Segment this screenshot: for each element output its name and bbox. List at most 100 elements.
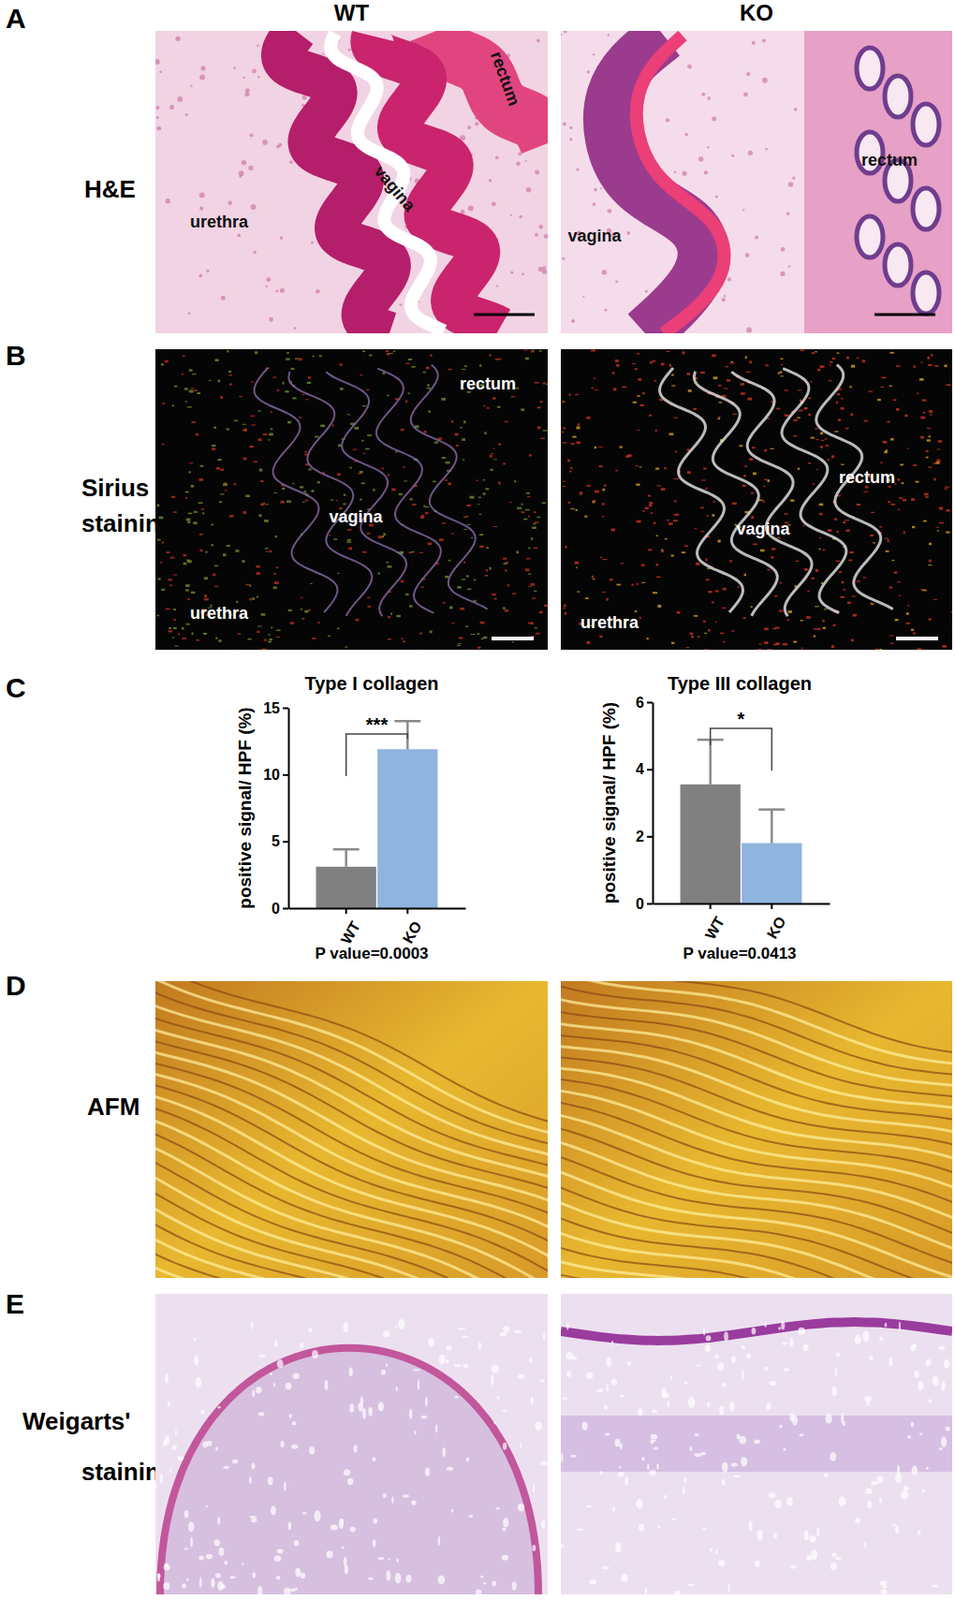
- texture: [215, 1572, 221, 1578]
- fiber-signal: [904, 414, 908, 418]
- sirius-image: [155, 349, 548, 650]
- fibril: [560, 1174, 953, 1279]
- fiber-signal: [945, 509, 950, 513]
- texture: [560, 33, 562, 36]
- texture: [696, 1365, 702, 1367]
- fiber-signal: [449, 605, 454, 609]
- fiber-signal: [747, 397, 752, 401]
- fiber-signal: [478, 497, 482, 499]
- texture: [764, 1366, 768, 1371]
- texture: [783, 1447, 787, 1452]
- texture: [299, 1342, 305, 1349]
- texture: [824, 1413, 832, 1424]
- texture: [439, 1354, 446, 1365]
- texture: [279, 236, 283, 240]
- texture: [808, 1535, 816, 1543]
- fiber-signal: [319, 354, 323, 357]
- fiber-signal: [409, 604, 413, 607]
- fiber-signal: [711, 602, 715, 604]
- fiber-signal: [539, 350, 543, 352]
- tick: 0: [271, 900, 289, 917]
- fiber-signal: [827, 529, 832, 532]
- stroma: [560, 1415, 953, 1472]
- fiber-signal: [636, 352, 640, 354]
- fiber-signal: [216, 467, 221, 471]
- texture: [396, 1557, 399, 1562]
- tick-label: 2: [635, 828, 645, 845]
- fiber-signal: [594, 446, 597, 449]
- fiber-signal: [797, 468, 800, 471]
- texture: [611, 1379, 618, 1386]
- fiber-signal: [301, 394, 305, 396]
- texture: [731, 1463, 738, 1468]
- fibril: [560, 1064, 953, 1171]
- fiber-signal: [477, 632, 481, 635]
- tick-label: 5: [271, 833, 280, 850]
- fiber-signal: [647, 548, 652, 551]
- fiber-signal: [456, 645, 461, 647]
- fiber-signal: [492, 396, 497, 400]
- texture: [822, 1473, 829, 1478]
- fiber-signal: [252, 460, 258, 463]
- texture: [192, 1337, 196, 1341]
- texture: [627, 1361, 632, 1366]
- fiber-signal: [635, 483, 640, 485]
- fiber-signal: [804, 407, 809, 409]
- fiber-signal: [615, 359, 619, 363]
- he-image: [560, 30, 953, 334]
- fiber-signal: [543, 382, 545, 385]
- texture: [279, 1440, 284, 1449]
- fiber-signal: [869, 602, 872, 604]
- texture: [534, 170, 540, 176]
- fiber-signal: [167, 578, 173, 581]
- panel-letter: D: [5, 969, 27, 1001]
- he-image: [155, 30, 548, 334]
- fiber-signal: [936, 527, 940, 529]
- fiber-signal: [402, 640, 406, 643]
- texture: [480, 1575, 484, 1579]
- fiber-signal: [258, 438, 263, 441]
- fiber-signal: [248, 638, 252, 641]
- fiber-signal: [661, 362, 664, 366]
- texture: [462, 1364, 469, 1368]
- fiber-signal: [451, 532, 455, 534]
- texture: [624, 1476, 629, 1486]
- fiber-signal: [687, 470, 691, 474]
- texture: [277, 1548, 284, 1554]
- texture: [405, 1574, 412, 1584]
- fiber-signal: [317, 621, 321, 623]
- fiber-signal: [681, 551, 686, 554]
- texture: [586, 1372, 594, 1380]
- fiber-signal: [174, 645, 178, 647]
- fiber-signal: [545, 382, 548, 385]
- fiber-signal: [613, 387, 617, 391]
- fiber-signal: [732, 502, 737, 505]
- weigert-image: [560, 1293, 953, 1595]
- texture: [786, 1497, 794, 1507]
- texture: [779, 271, 785, 277]
- fiber-signal: [191, 591, 196, 594]
- fiber-signal: [671, 373, 675, 376]
- fiber-signal: [279, 500, 284, 504]
- texture: [748, 150, 753, 156]
- fiber-signal: [212, 573, 216, 576]
- fiber-signal: [211, 447, 217, 450]
- texture: [620, 1573, 628, 1582]
- fiber-signal: [739, 382, 745, 386]
- texture: [427, 1337, 434, 1348]
- fiber-signal: [260, 480, 265, 483]
- fiber-signal: [586, 416, 590, 420]
- tick: KO: [399, 908, 426, 946]
- fiber-signal: [562, 441, 568, 443]
- texture: [385, 1363, 388, 1367]
- fiber-signal: [631, 363, 636, 365]
- fiber-signal: [269, 550, 272, 553]
- texture: [619, 1395, 625, 1397]
- fiber-signal: [879, 648, 882, 650]
- fiber-signal: [648, 414, 652, 417]
- fiber-signal: [264, 639, 267, 641]
- fiber-signal: [228, 370, 232, 373]
- fiber-signal: [924, 493, 929, 497]
- fiber-signal: [632, 401, 637, 404]
- fiber-signal: [779, 582, 782, 585]
